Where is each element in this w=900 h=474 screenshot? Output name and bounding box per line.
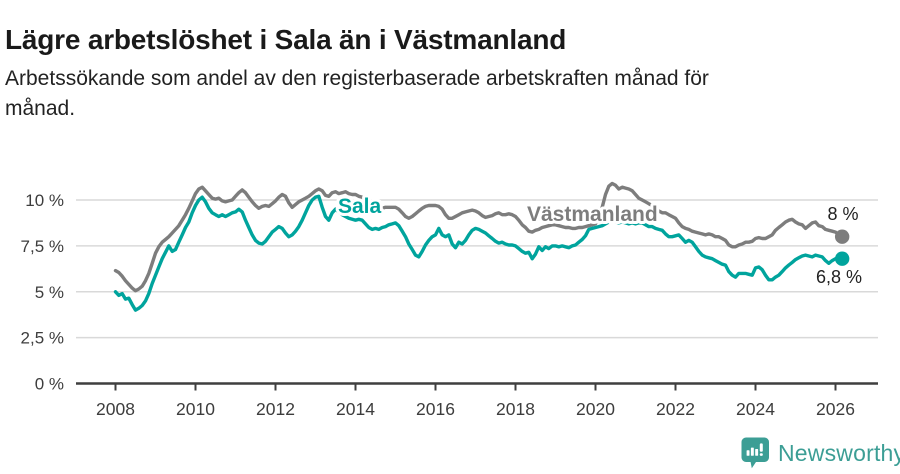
newsworthy-logo: Newsworthy [740,437,900,469]
sala-end-dot [834,251,850,266]
x-tick-label-2012: 2012 [256,399,295,419]
sala-end-value-label: 6,8 % [816,267,862,287]
vastmanland-end-value-label: 8 % [827,204,858,224]
x-tick-label-2020: 2020 [576,399,615,419]
vastmanland-series-label: Västmanland [527,203,658,226]
chart-subtitle: Arbetssökande som andel av den registerb… [5,64,875,124]
y-tick-label-0: 0 % [35,375,64,394]
subtitle-line-1: Arbetssökande som andel av den registerb… [5,67,709,90]
x-tick-label-2026: 2026 [816,399,855,419]
x-tick-label-2010: 2010 [176,399,215,419]
y-tick-label-7.5: 7,5 % [21,237,64,256]
vastmanland-end-dot [834,229,850,244]
x-tick-label-2022: 2022 [656,399,695,419]
subtitle-line-2: månad. [5,97,76,120]
y-tick-label-5: 5 % [35,283,64,302]
y-tick-label-10: 10 % [25,191,64,210]
x-tick-label-2016: 2016 [416,399,455,419]
newsworthy-barchart-bubble-icon [741,437,769,469]
x-tick-label-2014: 2014 [336,399,375,419]
brand-text: Newsworthy [778,439,900,466]
page-title: Lägre arbetslöshet i Sala än i Västmanla… [5,23,567,55]
x-tick-label-2024: 2024 [736,399,775,419]
y-tick-label-2.5: 2,5 % [21,329,64,348]
x-tick-label-2008: 2008 [96,399,135,419]
sala-series-label: Sala [338,195,382,218]
sala-line [113,194,844,312]
x-tick-label-2018: 2018 [496,399,535,419]
vastmanland-line [113,181,844,293]
